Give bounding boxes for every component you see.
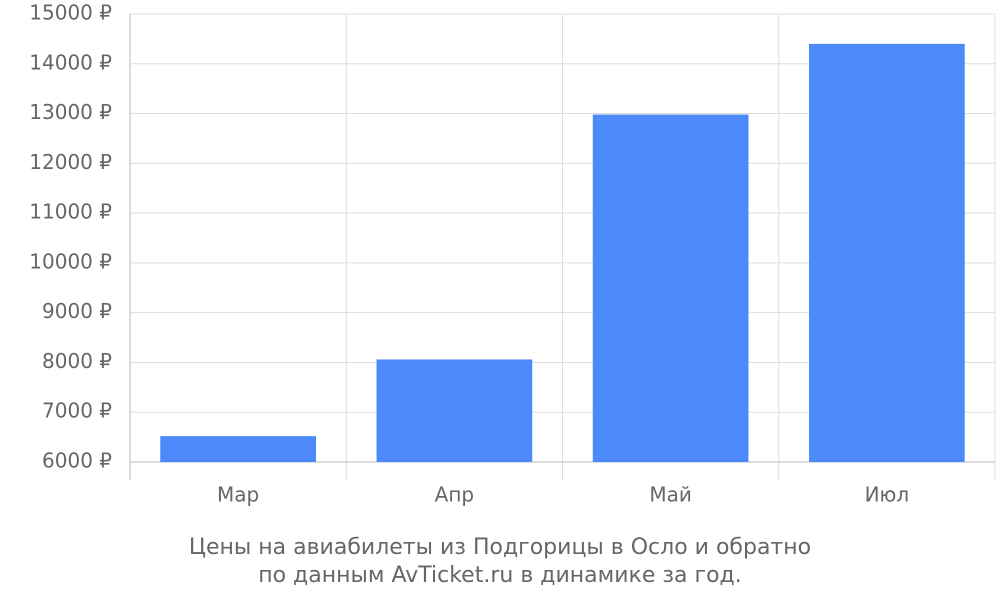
chart-subtitle: по данным AvTicket.ru в динамике за год. — [258, 563, 742, 588]
y-tick-label: 12000 ₽ — [29, 150, 112, 174]
chart-title: Цены на авиабилеты из Подгорицы в Осло и… — [189, 535, 811, 560]
x-tick-label: Мар — [217, 483, 259, 507]
y-tick-label: 9000 ₽ — [42, 299, 112, 323]
bar — [592, 114, 749, 462]
y-tick-label: 13000 ₽ — [29, 100, 112, 124]
y-tick-label: 15000 ₽ — [29, 1, 112, 25]
bar — [376, 359, 533, 462]
x-tick-label: Май — [649, 483, 692, 507]
bar — [160, 436, 316, 462]
y-tick-label: 11000 ₽ — [29, 200, 112, 224]
y-tick-label: 8000 ₽ — [42, 349, 112, 373]
y-tick-label: 7000 ₽ — [42, 399, 112, 423]
x-tick-label: Июл — [865, 483, 910, 507]
bar — [809, 43, 965, 462]
y-tick-label: 10000 ₽ — [29, 249, 112, 273]
y-tick-label: 6000 ₽ — [42, 449, 112, 473]
y-tick-label: 14000 ₽ — [29, 50, 112, 74]
x-tick-label: Апр — [435, 483, 474, 507]
